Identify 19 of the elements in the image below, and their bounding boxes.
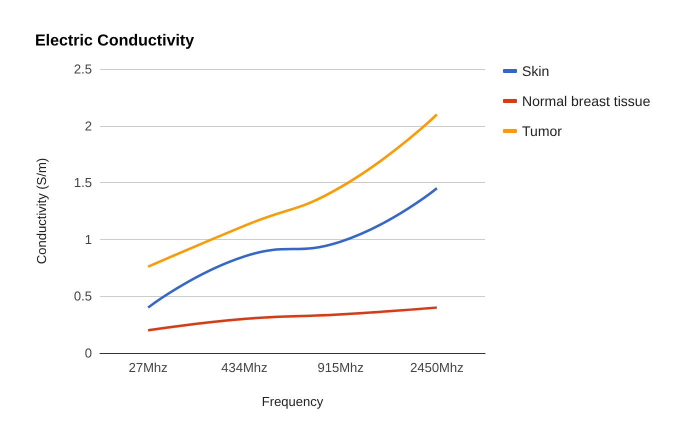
y-tick-label: 0.5 (74, 288, 92, 304)
x-axis-title: Frequency (262, 394, 324, 409)
y-tick-label: 1.5 (74, 175, 92, 190)
x-tick-label: 2450Mhz (410, 360, 464, 375)
legend-label: Normal breast tissue (522, 93, 651, 109)
y-axis-title: Conductivity (S/m) (34, 158, 49, 264)
legend-label: Tumor (522, 123, 562, 139)
x-tick-label: 915Mhz (318, 360, 364, 375)
x-tick-label: 434Mhz (221, 360, 268, 375)
line-series (146, 113, 438, 268)
y-tick-label: 1 (84, 232, 92, 247)
y-tick-label: 2 (84, 118, 92, 134)
x-tick-label: 27Mhz (128, 360, 168, 375)
y-tick-label: 2.5 (74, 62, 92, 76)
line-series (146, 306, 438, 332)
y-tick-label: 0 (84, 346, 92, 360)
chart-title: Electric Conductivity (35, 32, 194, 50)
line-series (146, 187, 438, 309)
legend-label: Skin (522, 63, 550, 79)
